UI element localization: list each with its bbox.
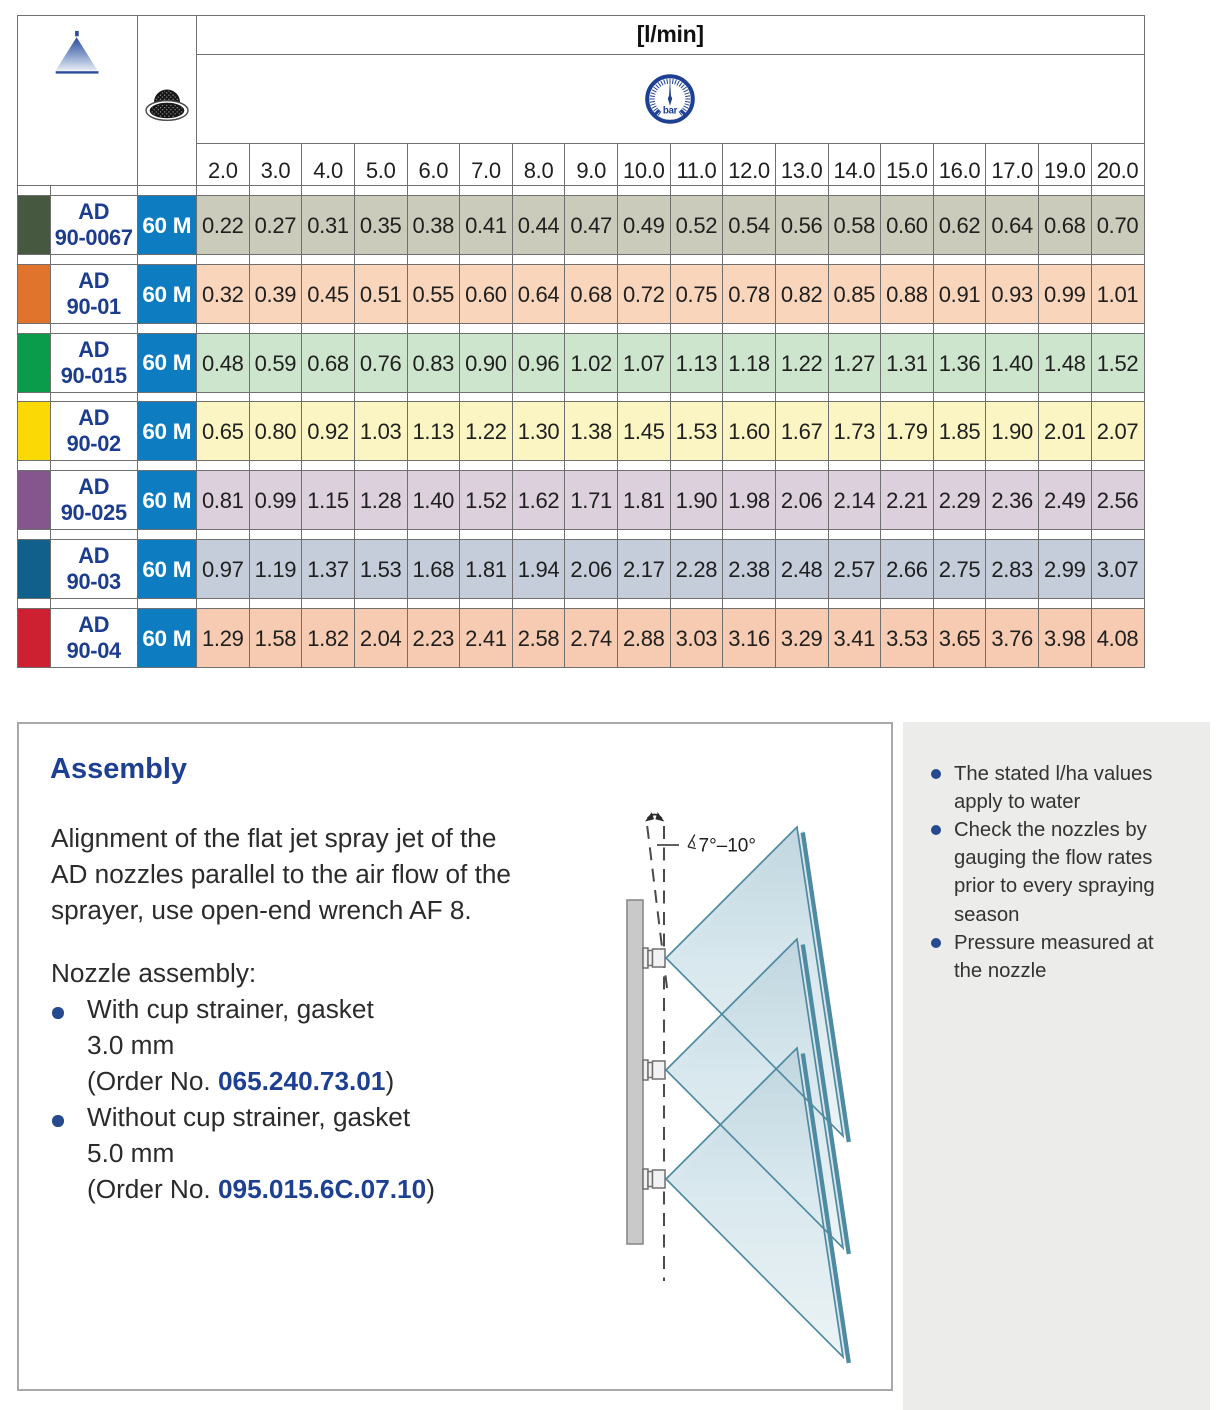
svg-text:bar: bar [663, 105, 678, 116]
svg-text:7°–10°: 7°–10° [699, 836, 756, 857]
